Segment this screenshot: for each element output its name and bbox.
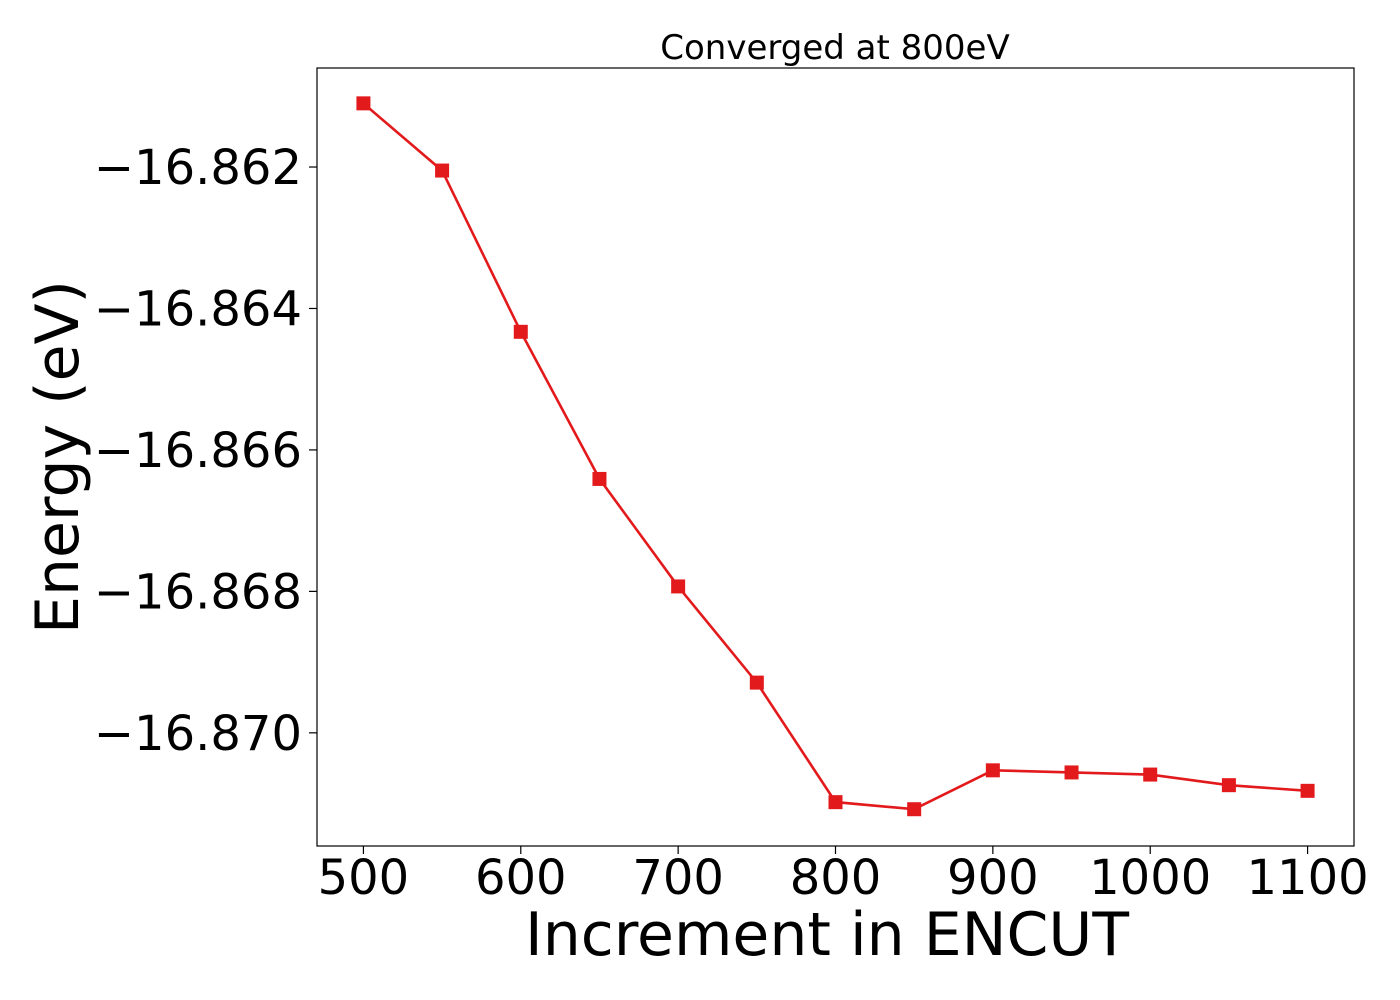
x-tick-label: 1000 bbox=[1089, 850, 1211, 906]
y-axis-ticks: −16.862 −16.864 −16.866 −16.868 −16.870 bbox=[94, 140, 317, 762]
plot-frame bbox=[316, 67, 1355, 847]
data-point bbox=[749, 675, 764, 690]
data-point bbox=[356, 96, 371, 111]
data-point bbox=[513, 324, 528, 339]
y-tick-label: −16.868 bbox=[94, 564, 302, 620]
x-tick-label: 700 bbox=[632, 850, 724, 906]
data-point bbox=[1221, 778, 1236, 793]
data-point bbox=[671, 579, 686, 594]
x-axis-title: Increment in ENCUT bbox=[525, 900, 1129, 970]
data-point bbox=[1300, 783, 1315, 798]
x-tick-label: 500 bbox=[318, 850, 410, 906]
data-point bbox=[985, 763, 1000, 778]
y-tick-label: −16.862 bbox=[94, 140, 302, 196]
y-tick-label: −16.866 bbox=[94, 423, 302, 479]
x-tick-label: 900 bbox=[947, 850, 1039, 906]
data-point bbox=[828, 795, 843, 810]
y-tick-label: −16.870 bbox=[94, 706, 302, 762]
data-point bbox=[907, 802, 922, 817]
y-tick-label: −16.864 bbox=[94, 281, 302, 337]
y-axis-title: Energy (eV) bbox=[23, 280, 93, 634]
data-point bbox=[1064, 765, 1079, 780]
x-tick-label: 800 bbox=[790, 850, 882, 906]
data-point bbox=[435, 163, 450, 178]
data-point bbox=[1143, 767, 1158, 782]
x-axis-ticks: 500 600 700 800 900 1000 1100 bbox=[318, 846, 1369, 906]
chart-title: Converged at 800eV bbox=[660, 28, 1009, 68]
series-line bbox=[362, 102, 1308, 811]
x-tick-label: 600 bbox=[475, 850, 567, 906]
x-tick-label: 1100 bbox=[1247, 850, 1369, 906]
data-point bbox=[592, 471, 607, 486]
series-group bbox=[356, 96, 1315, 817]
